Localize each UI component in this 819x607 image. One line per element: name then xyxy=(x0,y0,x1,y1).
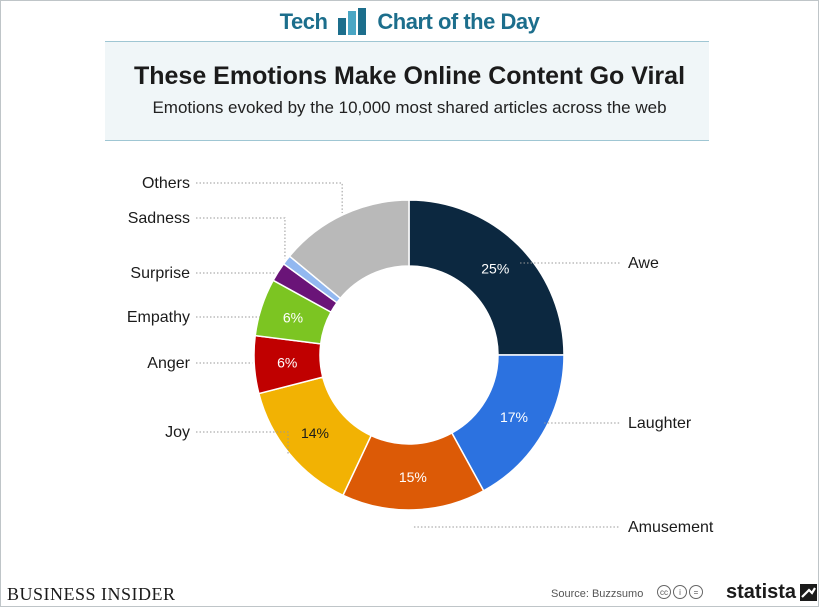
category-label-empathy: Empathy xyxy=(127,309,190,326)
donut-chart: 25% Awe 17% Laughter 15% Amusement 14% Joy 6% Ang… xyxy=(127,175,714,536)
value-label-anger: 6% xyxy=(277,355,297,371)
category-label-sadness: Sadness xyxy=(128,210,190,227)
category-label-amusement: Amusement xyxy=(628,519,714,536)
statista-wordmark: statista xyxy=(726,581,797,603)
slice-others xyxy=(288,199,410,300)
statista-mark-icon xyxy=(800,584,818,601)
header-divider xyxy=(105,41,709,42)
category-label-anger: Anger xyxy=(147,355,190,372)
license-icons: cc i = xyxy=(657,585,703,599)
category-label-joy: Joy xyxy=(165,424,190,441)
source-text: Source: Buzzsumo xyxy=(551,588,644,600)
creative-commons-icon: cc xyxy=(657,585,671,599)
chart-logo-icon xyxy=(338,8,367,35)
category-label-others: Others xyxy=(142,175,190,192)
leader-line-joy xyxy=(196,431,289,456)
category-label-awe: Awe xyxy=(628,255,659,272)
title-band xyxy=(105,42,709,140)
header: Tech Chart of the Day xyxy=(0,8,819,38)
header-tech-label: Tech xyxy=(279,9,328,34)
category-label-laughter: Laughter xyxy=(628,415,692,432)
value-label-laughter: 17% xyxy=(500,409,528,425)
value-label-joy: 14% xyxy=(301,425,329,441)
business-insider-logo: BUSINESS INSIDER xyxy=(7,584,176,604)
attribution-icon: i xyxy=(673,585,687,599)
chart-title: These Emotions Make Online Content Go Vi… xyxy=(133,62,686,90)
category-label-surprise: Surprise xyxy=(130,265,190,282)
leader-line-sadness xyxy=(196,217,286,259)
statista-logo: statista xyxy=(726,581,818,604)
header-chart-of-the-day-label: Chart of the Day xyxy=(377,9,540,34)
leader-line-others xyxy=(196,182,343,213)
chart-subtitle: Emotions evoked by the 10,000 most share… xyxy=(152,98,667,117)
value-label-empathy: 6% xyxy=(283,309,303,325)
value-label-amusement: 15% xyxy=(399,469,427,485)
no-derivatives-icon: = xyxy=(689,585,703,599)
value-label-awe: 25% xyxy=(481,261,509,277)
title-divider xyxy=(105,140,709,141)
slice-awe xyxy=(408,199,565,356)
